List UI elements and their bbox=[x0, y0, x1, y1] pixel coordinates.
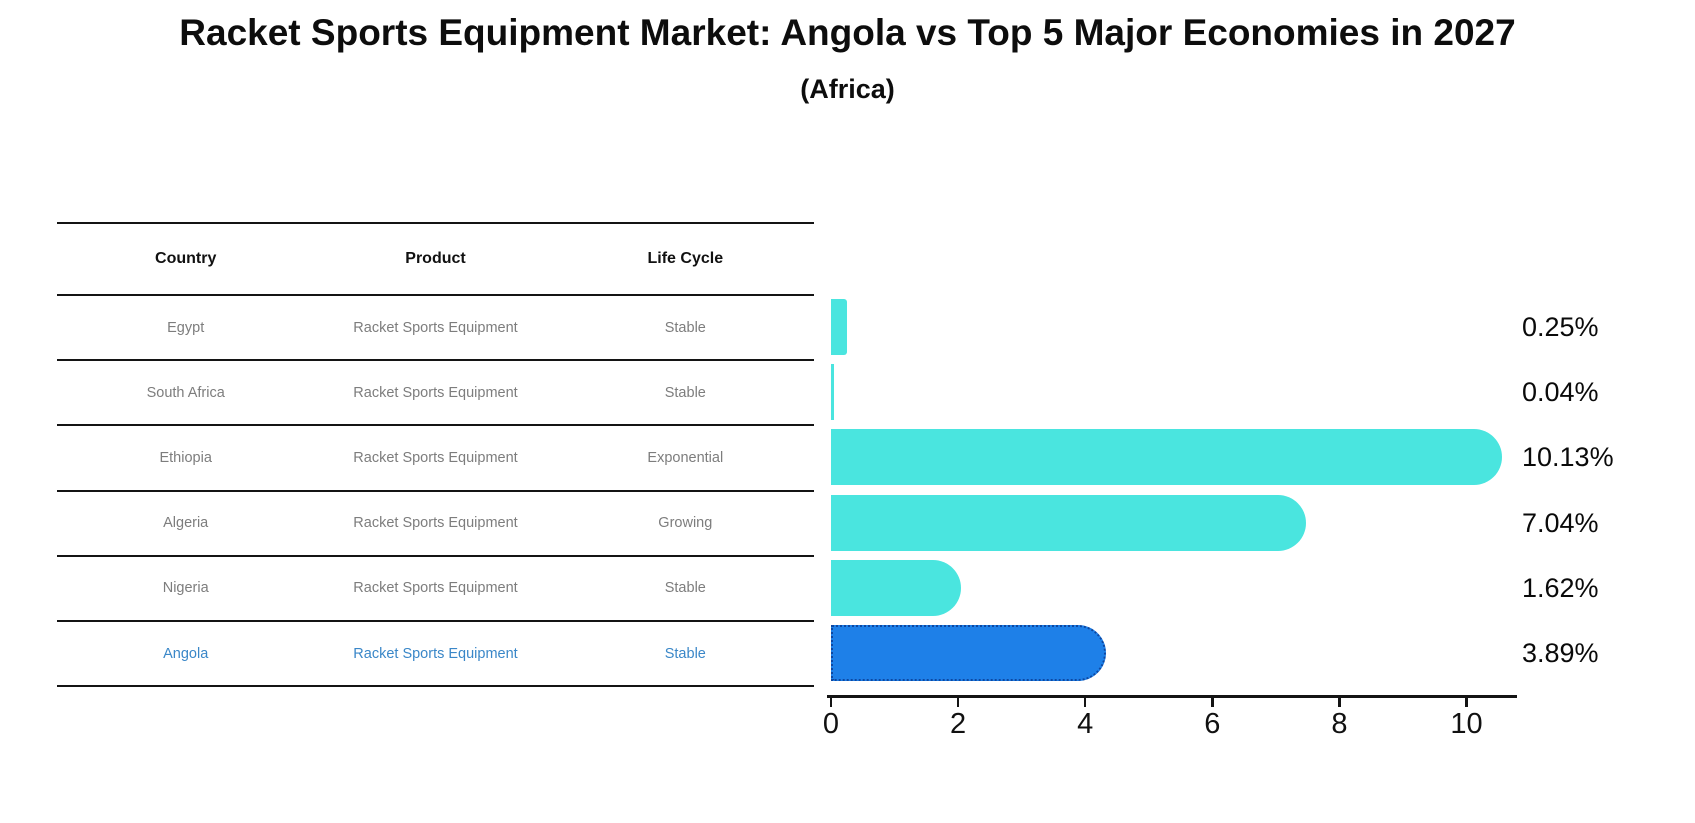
bar-angola bbox=[831, 624, 1106, 681]
x-tick-label-4: 4 bbox=[1077, 708, 1094, 740]
table-cell-country: Egypt bbox=[167, 319, 205, 336]
table-cell-product: Racket Sports Equipment bbox=[353, 645, 518, 662]
table-header-row: Country Product Life Cycle bbox=[57, 224, 814, 296]
table-cell-life-cycle: Stable bbox=[664, 384, 706, 401]
value-label-angola: 3.89% bbox=[1522, 637, 1599, 668]
table-cell-life-cycle: Stable bbox=[664, 319, 706, 336]
x-axis-line bbox=[827, 695, 1518, 698]
x-tick-label-8: 8 bbox=[1331, 708, 1348, 740]
x-tick-mark-0 bbox=[829, 697, 833, 707]
table-row: Nigeria Racket Sports Equipment Stable bbox=[57, 557, 814, 622]
bar-south-africa bbox=[831, 364, 834, 421]
table-cell-product: Racket Sports Equipment bbox=[353, 319, 518, 336]
x-tick-label-2: 2 bbox=[950, 708, 967, 740]
table-header-country: Country bbox=[155, 250, 217, 267]
table-row: Egypt Racket Sports Equipment Stable bbox=[57, 296, 814, 362]
table-cell-life-cycle: Growing bbox=[658, 515, 713, 532]
table-cell-country: Angola bbox=[163, 645, 209, 662]
x-tick-mark-8 bbox=[1338, 697, 1341, 707]
table-cell-country: Nigeria bbox=[162, 580, 209, 597]
x-tick-label-10: 10 bbox=[1450, 708, 1483, 740]
value-label-algeria: 7.04% bbox=[1522, 507, 1599, 538]
x-tick-label-6: 6 bbox=[1204, 708, 1221, 740]
table-cell-country: South Africa bbox=[146, 384, 225, 401]
country-table: Country Product Life Cycle Egypt Racket … bbox=[57, 222, 814, 688]
table-cell-life-cycle: Stable bbox=[664, 580, 706, 597]
table-cell-product: Racket Sports Equipment bbox=[353, 580, 518, 597]
x-tick-mark-6 bbox=[1211, 697, 1214, 707]
table-row: Ethiopia Racket Sports Equipment Exponen… bbox=[57, 426, 814, 492]
x-tick-mark-4 bbox=[1083, 697, 1087, 707]
bar-egypt bbox=[831, 299, 847, 355]
bar-ethiopia bbox=[831, 429, 1503, 486]
table-header-product: Product bbox=[405, 250, 466, 267]
table-cell-country: Algeria bbox=[163, 515, 209, 532]
chart-title: Racket Sports Equipment Market: Angola v… bbox=[179, 12, 1516, 53]
table-header-life-cycle: Life Cycle bbox=[647, 250, 724, 267]
value-label-nigeria: 1.62% bbox=[1522, 572, 1599, 603]
table-cell-country: Ethiopia bbox=[159, 449, 212, 466]
value-label-south-africa: 0.04% bbox=[1522, 377, 1599, 408]
bar-nigeria bbox=[831, 559, 962, 616]
x-tick-mark-2 bbox=[956, 697, 960, 707]
table-cell-product: Racket Sports Equipment bbox=[353, 515, 518, 532]
table-cell-life-cycle: Stable bbox=[664, 645, 706, 662]
x-tick-mark-10 bbox=[1465, 697, 1468, 707]
value-label-egypt: 0.25% bbox=[1522, 312, 1599, 342]
bar-algeria bbox=[831, 494, 1306, 551]
table-cell-product: Racket Sports Equipment bbox=[353, 449, 518, 466]
value-label-ethiopia: 10.13% bbox=[1522, 442, 1614, 473]
table-row: Algeria Racket Sports Equipment Growing bbox=[57, 492, 814, 557]
table-row: South Africa Racket Sports Equipment Sta… bbox=[57, 361, 814, 427]
table-cell-product: Racket Sports Equipment bbox=[353, 384, 518, 401]
table-row: Angola Racket Sports Equipment Stable bbox=[57, 622, 814, 688]
table-cell-life-cycle: Exponential bbox=[647, 449, 724, 466]
x-tick-label-0: 0 bbox=[822, 708, 840, 740]
table-body: Egypt Racket Sports Equipment Stable Sou… bbox=[57, 296, 814, 688]
chart-subtitle: (Africa) bbox=[800, 74, 895, 104]
